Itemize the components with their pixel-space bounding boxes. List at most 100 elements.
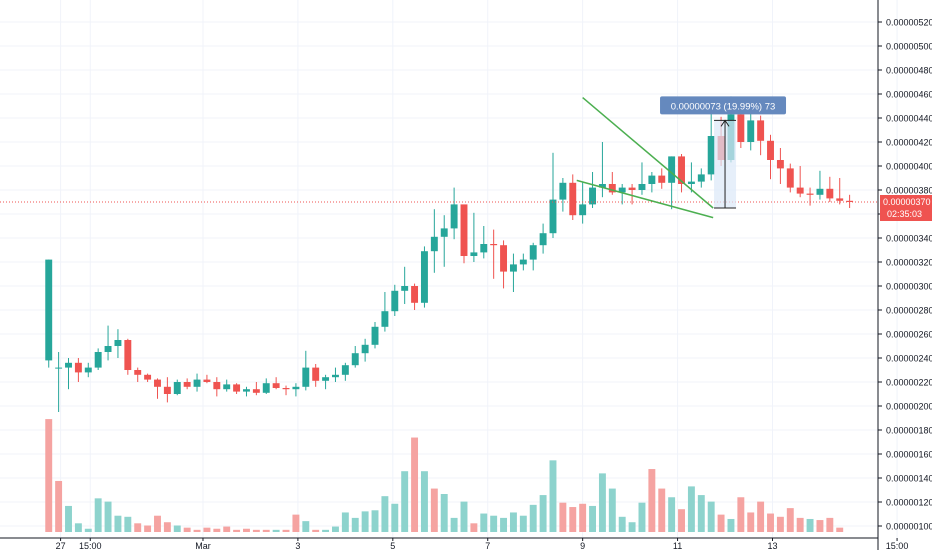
price-tick-label: 0.00000180 <box>886 426 932 436</box>
volume-bar <box>272 529 280 532</box>
volume-bar <box>173 525 181 532</box>
candle-body <box>589 187 596 205</box>
volume-bar <box>697 495 705 532</box>
volume-bar <box>302 521 310 532</box>
volume-bar <box>569 507 577 532</box>
volume-bar <box>411 437 419 532</box>
candle-body <box>786 168 794 188</box>
candle-body <box>114 340 122 346</box>
candle-body <box>638 184 646 190</box>
measure-label: 0.00000073 (19.99%) 73 <box>671 101 776 112</box>
volume-bar <box>262 529 270 532</box>
volume-bar <box>668 497 676 532</box>
candle-body <box>163 386 171 394</box>
candle-body <box>144 374 152 380</box>
time-tick-label: 3 <box>295 541 300 550</box>
candle-body <box>618 187 626 193</box>
volume-bar <box>163 522 171 532</box>
candle-body <box>262 383 270 393</box>
volume-bar <box>341 512 349 532</box>
volume-bar <box>559 502 567 532</box>
volume-bar <box>529 504 537 532</box>
price-tick-label: 0.00000240 <box>886 354 932 364</box>
volume-bar <box>628 522 636 532</box>
price-tick-label: 0.00000380 <box>886 186 932 196</box>
volume-bar <box>430 488 438 532</box>
volume-bar <box>480 513 488 532</box>
candle-body <box>351 353 359 366</box>
volume-bar <box>312 529 320 532</box>
price-tick-label: 0.00000220 <box>886 378 932 388</box>
candle-body <box>559 182 567 200</box>
volume-bar <box>767 513 774 532</box>
candle-body <box>322 377 330 381</box>
price-tick-label: 0.00000480 <box>886 66 932 76</box>
volume-bar <box>134 523 142 532</box>
volume-bar <box>65 505 72 532</box>
candle-body <box>697 174 705 182</box>
price-tick-label: 0.00000140 <box>886 474 932 484</box>
candle-body <box>826 188 834 199</box>
candle-body <box>549 199 557 234</box>
candle-body <box>341 365 349 375</box>
price-tick-label: 0.00000160 <box>886 450 932 460</box>
candle-body <box>608 184 616 193</box>
volume-bar <box>776 516 784 532</box>
volume-bar <box>796 517 804 532</box>
volume-bar <box>816 520 824 532</box>
price-tick-label: 0.00000200 <box>886 402 932 412</box>
volume-bar <box>193 529 201 532</box>
volume-bar <box>183 527 191 532</box>
volume-bar <box>391 503 399 532</box>
candle-body <box>846 200 854 202</box>
volume-bar <box>252 529 260 532</box>
volume-bar <box>470 523 478 532</box>
volume-bar <box>727 518 735 532</box>
time-tick-label: 7 <box>485 541 490 550</box>
volume-bar <box>490 515 498 532</box>
volume-bar <box>608 488 616 532</box>
candle-body <box>806 193 814 195</box>
candle-body <box>628 187 636 190</box>
candle-body <box>658 175 666 183</box>
price-tick-label: 0.00000120 <box>886 498 932 508</box>
volume-bar <box>154 515 161 532</box>
wedge-trendline[interactable] <box>582 97 714 209</box>
volume-bar <box>826 517 834 532</box>
candle-body <box>154 379 161 387</box>
volume-bar <box>332 526 339 532</box>
price-tick-label: 0.00000300 <box>886 282 932 292</box>
volume-bar <box>549 460 557 532</box>
volume-bar <box>786 508 794 532</box>
volume-bar <box>371 510 379 532</box>
price-tick-label: 0.00000420 <box>886 138 932 148</box>
last-price-tag <box>880 195 932 221</box>
candle-body <box>74 362 82 373</box>
candle-body <box>292 386 300 390</box>
candle-body <box>598 184 606 188</box>
volume-bar <box>282 529 290 532</box>
volume-bar <box>124 516 132 532</box>
price-tick-label: 0.00000440 <box>886 114 932 124</box>
candle-body <box>252 389 260 393</box>
volume-bar <box>836 527 844 532</box>
time-tick-label: 9 <box>580 541 585 550</box>
candle-body <box>430 236 438 252</box>
volume-bar <box>45 419 53 532</box>
time-tick-label: 5 <box>390 541 395 550</box>
candle-body <box>411 286 419 303</box>
volume-bar <box>114 515 122 532</box>
volume-bar <box>509 512 517 532</box>
volume-bar <box>322 529 330 532</box>
wedge-trendline[interactable] <box>576 179 714 219</box>
time-tick-label: 13 <box>767 541 777 550</box>
candle-body <box>460 204 468 256</box>
price-tick-label: 0.00000460 <box>886 90 932 100</box>
volume-bar <box>203 527 211 532</box>
volume-bar <box>598 473 606 532</box>
candle-body <box>796 187 804 194</box>
volume-bar <box>243 528 250 532</box>
price-tick-label: 0.00000400 <box>886 162 932 172</box>
